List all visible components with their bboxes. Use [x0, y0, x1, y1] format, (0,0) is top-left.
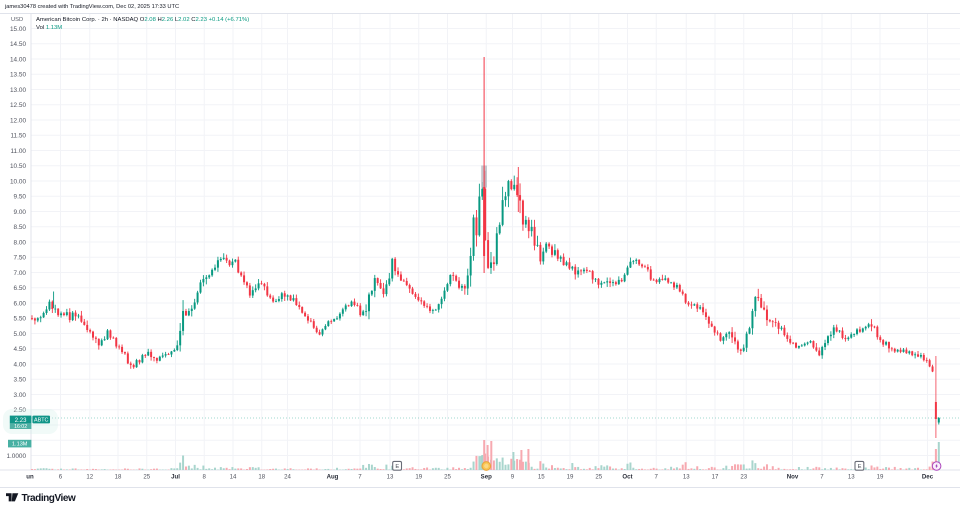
svg-text:8.00: 8.00	[14, 239, 27, 246]
svg-text:7: 7	[655, 474, 659, 481]
svg-text:6: 6	[59, 474, 63, 481]
svg-text:4.00: 4.00	[14, 361, 27, 368]
svg-text:Oct: Oct	[622, 474, 632, 481]
svg-text:15.00: 15.00	[10, 26, 26, 33]
svg-text:7: 7	[820, 474, 824, 481]
svg-text:4.50: 4.50	[14, 346, 27, 353]
svg-text:18: 18	[258, 474, 265, 481]
svg-text:11.00: 11.00	[10, 148, 26, 155]
svg-text:9.00: 9.00	[14, 209, 27, 216]
svg-text:Sep: Sep	[481, 474, 492, 481]
svg-text:TradingView: TradingView	[22, 493, 76, 504]
svg-text:15: 15	[538, 474, 545, 481]
svg-text:9: 9	[511, 474, 515, 481]
svg-text:23: 23	[740, 474, 747, 481]
svg-text:un: un	[26, 474, 34, 481]
svg-text:13: 13	[387, 474, 394, 481]
svg-text:13: 13	[848, 474, 855, 481]
svg-text:16:02: 16:02	[14, 424, 27, 430]
svg-text:E: E	[858, 464, 862, 470]
svg-text:Vol 1.13M: Vol 1.13M	[36, 25, 62, 31]
svg-text:19: 19	[415, 474, 422, 481]
svg-text:2.50: 2.50	[14, 407, 27, 414]
svg-text:E: E	[395, 464, 399, 470]
svg-text:Aug: Aug	[327, 474, 339, 481]
svg-text:1.0000: 1.0000	[6, 453, 26, 460]
svg-text:5.00: 5.00	[14, 331, 27, 338]
svg-text:12: 12	[86, 474, 93, 481]
svg-text:7.50: 7.50	[14, 255, 27, 262]
svg-text:Nov: Nov	[787, 474, 799, 481]
svg-text:9.50: 9.50	[14, 194, 27, 201]
svg-text:7.00: 7.00	[14, 270, 27, 277]
svg-text:6.50: 6.50	[14, 285, 27, 292]
svg-text:18: 18	[115, 474, 122, 481]
svg-text:7: 7	[358, 474, 362, 481]
svg-text:USD: USD	[11, 17, 23, 23]
svg-text:6.00: 6.00	[14, 300, 27, 307]
svg-text:10.00: 10.00	[10, 178, 26, 185]
svg-text:19: 19	[567, 474, 574, 481]
svg-text:American Bitcoin Corp. · 2h ·: American Bitcoin Corp. · 2h · NASDAQ O2.…	[36, 17, 249, 23]
svg-text:2.23: 2.23	[15, 418, 27, 424]
svg-text:19: 19	[877, 474, 884, 481]
svg-text:12.00: 12.00	[10, 117, 26, 124]
svg-text:3.50: 3.50	[14, 377, 27, 384]
svg-text:12.50: 12.50	[10, 102, 26, 109]
svg-text:11.50: 11.50	[10, 133, 26, 140]
svg-text:3.00: 3.00	[14, 392, 27, 399]
svg-text:13.50: 13.50	[10, 72, 26, 79]
svg-text:5.50: 5.50	[14, 316, 27, 323]
svg-text:14.00: 14.00	[10, 56, 26, 63]
svg-text:24: 24	[284, 474, 291, 481]
svg-text:25: 25	[444, 474, 451, 481]
svg-text:13.00: 13.00	[10, 87, 26, 94]
svg-text:13: 13	[683, 474, 690, 481]
svg-text:25: 25	[143, 474, 150, 481]
svg-text:Jul: Jul	[171, 474, 180, 481]
svg-text:14.50: 14.50	[10, 41, 26, 48]
svg-text:17: 17	[712, 474, 719, 481]
svg-text:Dec: Dec	[922, 474, 934, 481]
svg-text:1.13M: 1.13M	[12, 442, 28, 448]
svg-text:10.50: 10.50	[10, 163, 26, 170]
svg-text:8.50: 8.50	[14, 224, 27, 231]
svg-text:14: 14	[230, 474, 237, 481]
svg-text:8: 8	[203, 474, 207, 481]
svg-text:ABTC: ABTC	[34, 418, 48, 424]
svg-text:25: 25	[595, 474, 602, 481]
svg-text:james30478 created with Tradin: james30478 created with TradingView.com,…	[4, 4, 179, 10]
